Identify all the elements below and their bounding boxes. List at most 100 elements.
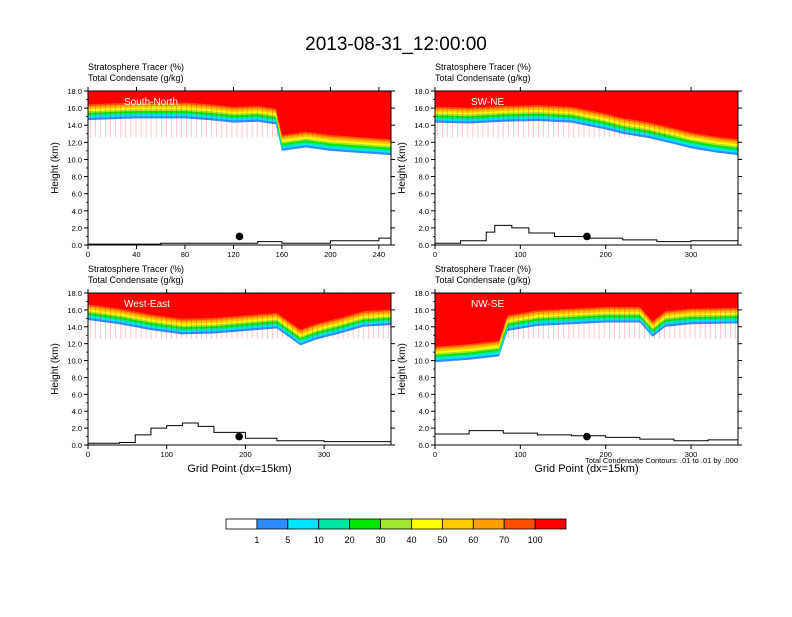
colorbar-label: 50 bbox=[437, 535, 447, 545]
colorbar-swatch bbox=[287, 518, 320, 530]
panel-title: Stratosphere Tracer (%) bbox=[88, 264, 184, 274]
y-tick-label: 14.0 bbox=[67, 121, 82, 130]
tracer-field bbox=[88, 293, 391, 445]
colorbar-swatch bbox=[380, 518, 412, 530]
terrain-line bbox=[435, 224, 738, 244]
panel-subtitle: Total Condensate (g/kg) bbox=[88, 275, 184, 285]
y-tick-label: 16.0 bbox=[67, 104, 82, 113]
y-tick-label: 6.0 bbox=[72, 390, 82, 399]
colorbar-label: 100 bbox=[528, 535, 543, 545]
panel-south-north: Stratosphere Tracer (%)Total Condensate … bbox=[50, 62, 395, 259]
panel-subtitle: Total Condensate (g/kg) bbox=[88, 73, 184, 83]
y-tick-label: 14.0 bbox=[414, 121, 429, 130]
x-tick-label: 0 bbox=[433, 450, 437, 459]
y-tick-label: 10.0 bbox=[414, 357, 429, 366]
y-tick-label: 2.0 bbox=[72, 424, 82, 433]
colorbar-label: 40 bbox=[406, 535, 416, 545]
y-tick-label: 0.0 bbox=[72, 241, 82, 250]
tracer-streaks bbox=[90, 91, 389, 138]
y-tick-label: 4.0 bbox=[419, 207, 429, 216]
x-tick-label: 300 bbox=[685, 250, 698, 259]
panel-title: Stratosphere Tracer (%) bbox=[435, 264, 531, 274]
y-tick-label: 4.0 bbox=[419, 407, 429, 416]
x-tick-label: 0 bbox=[86, 450, 90, 459]
x-tick-label: 100 bbox=[514, 250, 527, 259]
y-tick-label: 4.0 bbox=[72, 407, 82, 416]
colorbar-swatch bbox=[349, 518, 381, 530]
colorbar-swatch bbox=[256, 518, 289, 530]
tracer-streaks bbox=[90, 293, 389, 339]
x-tick-label: 200 bbox=[324, 250, 337, 259]
y-tick-label: 16.0 bbox=[67, 306, 82, 315]
y-tick-label: 0.0 bbox=[419, 441, 429, 450]
x-tick-label: 160 bbox=[276, 250, 289, 259]
y-tick-label: 6.0 bbox=[419, 390, 429, 399]
tracer-band-9 bbox=[88, 293, 391, 330]
panel-label: South-North bbox=[124, 97, 178, 108]
colorbar-label: 30 bbox=[376, 535, 386, 545]
y-tick-label: 6.0 bbox=[72, 190, 82, 199]
colorbar-swatch bbox=[472, 518, 505, 530]
y-tick-label: 12.0 bbox=[414, 138, 429, 147]
y-axis-label: Height (km) bbox=[397, 343, 408, 395]
y-tick-label: 0.0 bbox=[72, 441, 82, 450]
tracer-band-9 bbox=[435, 293, 738, 347]
colorbar-swatch bbox=[225, 518, 258, 530]
y-tick-label: 0.0 bbox=[419, 241, 429, 250]
y-tick-label: 8.0 bbox=[72, 373, 82, 382]
panel-west-east: Stratosphere Tracer (%)Total Condensate … bbox=[50, 264, 395, 475]
y-tick-label: 18.0 bbox=[414, 289, 429, 298]
x-tick-label: 200 bbox=[239, 450, 252, 459]
x-tick-label: 200 bbox=[599, 250, 612, 259]
y-tick-label: 8.0 bbox=[72, 173, 82, 182]
panel-group: Stratosphere Tracer (%)Total Condensate … bbox=[50, 62, 742, 475]
panel-nw-se: Stratosphere Tracer (%) Total Condensate … bbox=[397, 264, 742, 475]
tracer-band-9 bbox=[88, 91, 391, 140]
y-tick-label: 14.0 bbox=[414, 323, 429, 332]
location-marker bbox=[583, 432, 591, 441]
x-tick-label: 300 bbox=[318, 450, 331, 459]
colorbar: 1 5 10 20 30 40 50 60 70 100 bbox=[225, 518, 567, 545]
tracer-field bbox=[435, 91, 738, 245]
panel-label: SW-NE bbox=[471, 97, 504, 108]
contour-footnote: Total Condensate Contours: .01 to .01 by… bbox=[585, 456, 738, 465]
y-tick-label: 18.0 bbox=[67, 87, 82, 96]
y-tick-label: 10.0 bbox=[67, 155, 82, 164]
y-tick-label: 18.0 bbox=[414, 87, 429, 96]
y-tick-label: 2.0 bbox=[72, 224, 82, 233]
panel-title: Stratosphere Tracer (%) bbox=[88, 62, 184, 72]
y-tick-label: 8.0 bbox=[419, 173, 429, 182]
panel-label: West-East bbox=[124, 299, 170, 310]
panel-subtitle: Total Condensate (g/kg) bbox=[435, 73, 531, 83]
y-tick-label: 18.0 bbox=[67, 289, 82, 298]
colorbar-label: 1 bbox=[254, 535, 259, 545]
x-tick-label: 80 bbox=[181, 250, 189, 259]
panel-sw-ne: Stratosphere Tracer (%)Total Condensate … bbox=[397, 62, 742, 259]
x-tick-label: 100 bbox=[160, 450, 173, 459]
y-axis-label: Height (km) bbox=[50, 142, 61, 194]
colorbar-swatch bbox=[534, 518, 567, 530]
tracer-band-9 bbox=[435, 91, 738, 140]
colorbar-swatch bbox=[411, 518, 443, 530]
y-tick-label: 16.0 bbox=[414, 306, 429, 315]
x-tick-label: 200 bbox=[599, 450, 612, 459]
panel-title: Stratosphere Tracer (%) bbox=[435, 62, 531, 72]
x-tick-label: 0 bbox=[86, 250, 90, 259]
x-axis-label: Grid Point (dx=15km) bbox=[187, 463, 291, 475]
x-tick-label: 300 bbox=[685, 450, 698, 459]
y-tick-label: 8.0 bbox=[419, 373, 429, 382]
figure-title: 2013-08-31_12:00:00 bbox=[305, 34, 487, 55]
y-tick-label: 10.0 bbox=[67, 357, 82, 366]
terrain-line bbox=[435, 430, 738, 442]
tracer-field bbox=[435, 293, 738, 445]
terrain-line bbox=[88, 422, 391, 444]
y-tick-label: 12.0 bbox=[67, 340, 82, 349]
tracer-streaks bbox=[437, 91, 736, 138]
tracer-field bbox=[88, 91, 391, 245]
colorbar-label: 10 bbox=[314, 535, 324, 545]
x-tick-label: 40 bbox=[132, 250, 140, 259]
x-tick-label: 240 bbox=[373, 250, 386, 259]
y-axis-label: Height (km) bbox=[50, 343, 61, 395]
y-tick-label: 2.0 bbox=[419, 224, 429, 233]
